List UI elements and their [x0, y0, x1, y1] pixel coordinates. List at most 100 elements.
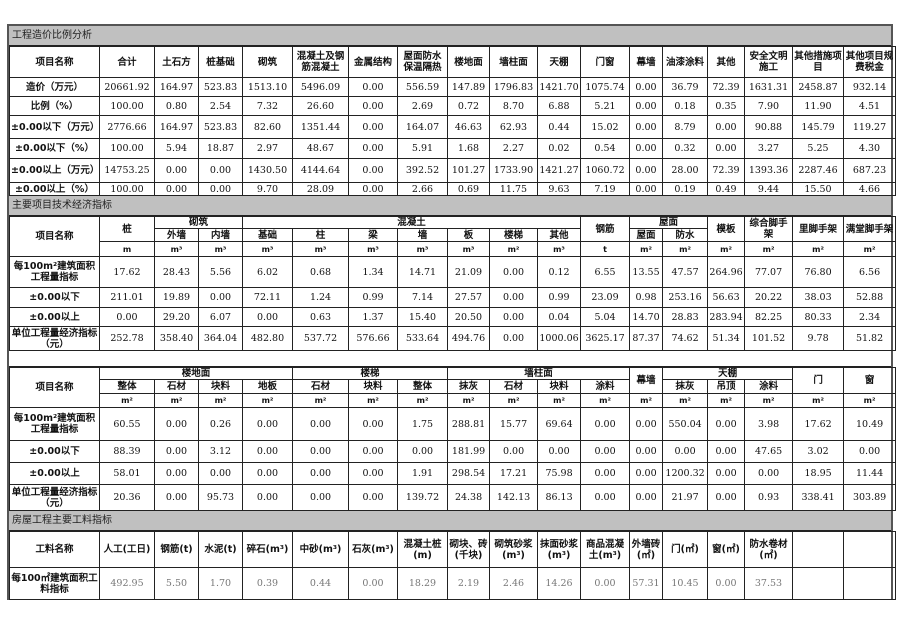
value-cell: 1.91	[397, 462, 449, 485]
value-cell: 17.21	[489, 462, 539, 485]
unit-cell: m²	[99, 393, 155, 408]
table-row: 项目名称 楼地面 楼梯 墙柱面 幕墙 天棚门窗	[9, 367, 897, 408]
value-cell: 0.04	[537, 307, 582, 327]
value-cell: 1351.44	[292, 115, 349, 139]
value-cell: 1.70	[198, 567, 243, 600]
value-cell: 523.83	[198, 115, 243, 139]
section-title: 工程造价比例分析	[9, 26, 891, 46]
group-header: 混凝土	[242, 216, 582, 229]
unit-cell: m²	[489, 393, 539, 408]
column-header: 墙柱面	[489, 46, 538, 78]
unit-cell: m²	[397, 393, 449, 408]
value-cell: 0.00	[348, 115, 398, 139]
value-cell: 18.87	[198, 138, 243, 159]
value-cell: 556.59	[397, 77, 448, 97]
value-cell: 0.00	[707, 567, 745, 600]
value-cell: 62.93	[489, 115, 538, 139]
value-cell: 1513.10	[242, 77, 293, 97]
group-header: 砌筑	[153, 216, 244, 229]
value-cell: 38.03	[792, 287, 845, 308]
value-cell: 0.49	[707, 182, 745, 196]
unit-cell: m²	[348, 393, 399, 408]
value-cell: 0.93	[744, 484, 794, 511]
table-row: ±0.00以下 211.01 19.89 0.00 72.11 1.24 0.99 7.14 2…	[9, 287, 897, 308]
value-cell: 0.00	[629, 182, 663, 196]
sub-header: 石材	[489, 379, 539, 394]
sub-header: 梁	[348, 228, 399, 242]
unit-cell: m²	[447, 393, 491, 408]
value-cell: 2776.66	[99, 115, 155, 139]
table-row: ±0.00以上（万元） 14753.25 0.00 0.00 1430.50 4144.6…	[9, 158, 896, 183]
value-cell: 5.94	[154, 138, 199, 159]
value-cell: 72.39	[707, 77, 745, 97]
row-label: ±0.00以上	[9, 462, 100, 485]
table-row: m² m² m² m² m² m² m² m² m² m² m² m² m² m² m² m² m²	[10, 393, 897, 408]
value-cell: 37.53	[744, 567, 793, 600]
value-cell: 0.00	[489, 326, 539, 351]
column-header: 桩	[99, 216, 155, 242]
value-cell: 0.00	[292, 440, 350, 463]
value-cell: 0.18	[662, 96, 708, 116]
value-cell: 69.64	[537, 407, 582, 441]
value-cell: 181.99	[447, 440, 491, 463]
sub-header: 基础	[242, 228, 294, 242]
value-cell: 253.16	[662, 287, 709, 308]
value-cell: 147.89	[447, 77, 490, 97]
value-cell: 100.00	[99, 96, 155, 116]
value-cell: 0.00	[629, 407, 664, 441]
value-cell: 95.73	[198, 484, 243, 511]
unit-cell: t	[580, 241, 631, 257]
table-row: 工料名称 人工(工日) 钢筋(t) 水泥(t) 碎石(m³) 中砂(m³) 石灰(m³) 混凝…	[9, 531, 896, 568]
value-cell: 5.21	[580, 96, 630, 116]
value-cell: 0.44	[292, 567, 349, 600]
value-cell: 58.01	[99, 462, 155, 485]
value-cell: 47.65	[744, 440, 794, 463]
row-label: ±0.00以上（万元）	[9, 158, 100, 183]
sub-header: 柱	[292, 228, 350, 242]
value-cell: 48.67	[292, 138, 349, 159]
value-cell: 533.64	[397, 326, 449, 351]
table-row: ±0.00以上（%） 100.00 0.00 0.00 9.70 28.09 0.00 2.6…	[9, 182, 896, 196]
value-cell: 11.44	[843, 462, 897, 485]
value-cell: 5.91	[397, 138, 448, 159]
value-cell: 57.31	[629, 567, 663, 600]
column-header: 其他	[707, 46, 745, 78]
finish-index-table: 项目名称 楼地面 楼梯 墙柱面 幕墙 天棚门窗整体 石材 块料 地板 石材 块料 整体 抹灰 石材 块料 涂料…	[9, 367, 897, 511]
value-cell: 28.43	[154, 256, 199, 288]
group-header: 天棚	[662, 367, 794, 380]
value-cell: 4.51	[843, 96, 896, 116]
value-cell: 523.83	[198, 77, 243, 97]
column-header: 门	[792, 367, 845, 394]
column-header: 碎石(m³)	[242, 531, 293, 568]
value-cell: 11.90	[792, 96, 844, 116]
unit-cell: m²	[537, 393, 582, 408]
value-cell: 3.02	[792, 440, 845, 463]
value-cell: 82.60	[242, 115, 293, 139]
value-cell: 0.39	[242, 567, 293, 600]
value-cell: 1796.83	[489, 77, 538, 97]
value-cell: 0.00	[707, 440, 746, 463]
value-cell: 7.90	[744, 96, 793, 116]
column-header: 油漆涂料	[662, 46, 708, 78]
value-cell: 2.69	[397, 96, 448, 116]
value-cell: 52.88	[843, 287, 897, 308]
value-cell: 0.00	[154, 158, 199, 183]
value-cell: 21.09	[447, 256, 491, 288]
unit-cell: m³	[242, 241, 294, 257]
value-cell: 0.00	[348, 182, 398, 196]
value-cell: 142.13	[489, 484, 539, 511]
value-cell: 0.00	[629, 484, 664, 511]
value-cell: 494.76	[447, 326, 491, 351]
value-cell: 0.00	[629, 96, 663, 116]
value-cell: 0.00	[629, 138, 663, 159]
value-cell: 2287.46	[792, 158, 844, 183]
sub-header: 块料	[348, 379, 399, 394]
sub-header: 块料	[198, 379, 243, 394]
value-cell: 0.00	[198, 182, 243, 196]
value-cell: 51.82	[843, 326, 897, 351]
value-cell: 14.71	[397, 256, 449, 288]
value-cell: 0.98	[629, 287, 664, 308]
value-cell: 0.99	[537, 287, 582, 308]
value-cell: 88.39	[99, 440, 155, 463]
value-cell: 7.19	[580, 182, 630, 196]
